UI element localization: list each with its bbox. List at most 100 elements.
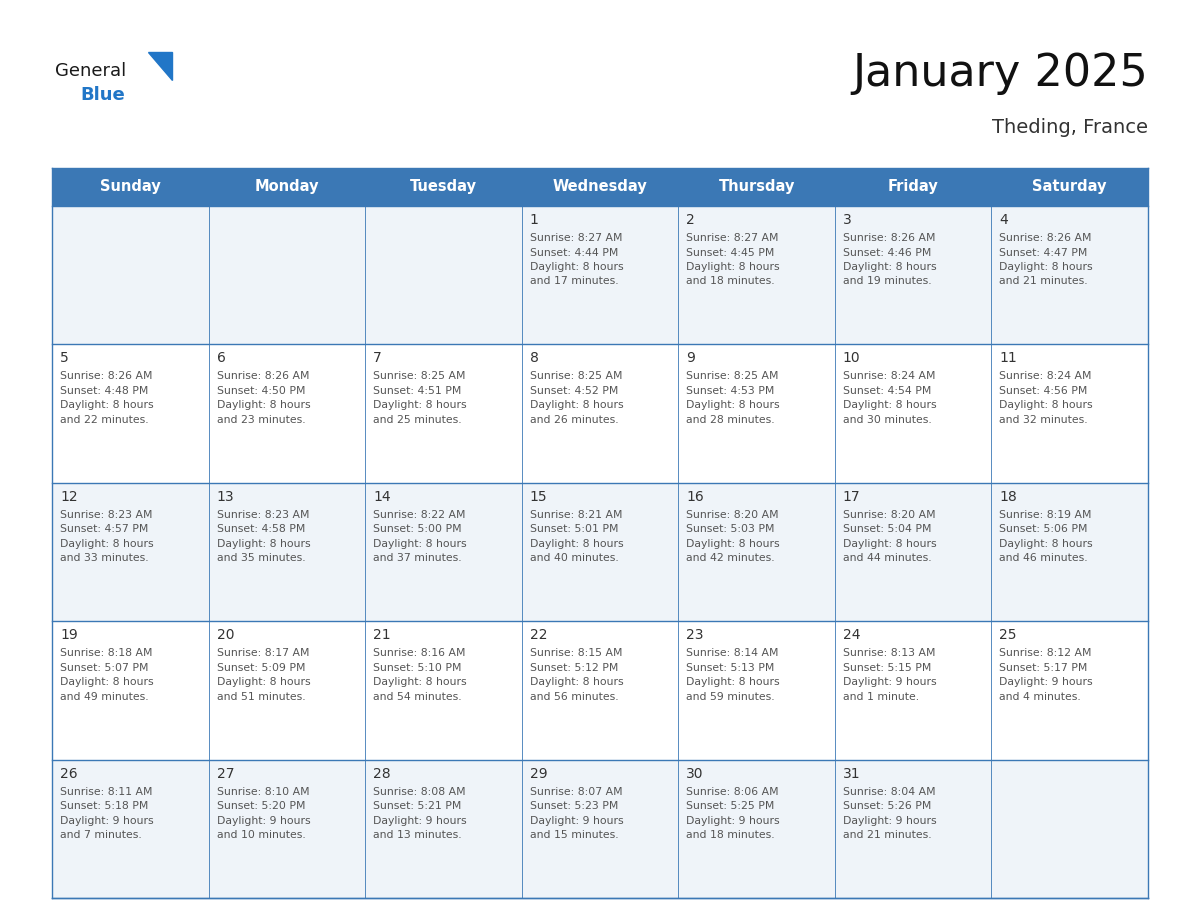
Text: and 10 minutes.: and 10 minutes.: [216, 830, 305, 840]
Text: Daylight: 8 hours: Daylight: 8 hours: [61, 539, 153, 549]
FancyBboxPatch shape: [522, 344, 678, 483]
FancyBboxPatch shape: [992, 206, 1148, 344]
Text: Sunset: 5:23 PM: Sunset: 5:23 PM: [530, 801, 618, 812]
Text: Sunset: 5:25 PM: Sunset: 5:25 PM: [687, 801, 775, 812]
Text: 6: 6: [216, 352, 226, 365]
Text: Sunrise: 8:27 AM: Sunrise: 8:27 AM: [687, 233, 779, 243]
Text: General: General: [55, 62, 126, 80]
Text: Sunrise: 8:25 AM: Sunrise: 8:25 AM: [373, 372, 466, 381]
Text: Sunset: 5:18 PM: Sunset: 5:18 PM: [61, 801, 148, 812]
FancyBboxPatch shape: [992, 483, 1148, 621]
Text: Saturday: Saturday: [1032, 180, 1107, 195]
Text: 29: 29: [530, 767, 548, 780]
Text: and 19 minutes.: and 19 minutes.: [842, 276, 931, 286]
Text: and 44 minutes.: and 44 minutes.: [842, 554, 931, 564]
FancyBboxPatch shape: [522, 483, 678, 621]
Text: Sunrise: 8:25 AM: Sunrise: 8:25 AM: [530, 372, 623, 381]
Text: and 33 minutes.: and 33 minutes.: [61, 554, 148, 564]
Text: Daylight: 8 hours: Daylight: 8 hours: [373, 400, 467, 410]
Text: Sunrise: 8:07 AM: Sunrise: 8:07 AM: [530, 787, 623, 797]
Text: Sunset: 5:01 PM: Sunset: 5:01 PM: [530, 524, 618, 534]
FancyBboxPatch shape: [992, 759, 1148, 898]
Text: Blue: Blue: [80, 86, 125, 104]
Text: Daylight: 8 hours: Daylight: 8 hours: [842, 262, 936, 272]
Text: Sunrise: 8:21 AM: Sunrise: 8:21 AM: [530, 509, 623, 520]
FancyBboxPatch shape: [209, 344, 365, 483]
FancyBboxPatch shape: [678, 206, 835, 344]
Text: Sunrise: 8:27 AM: Sunrise: 8:27 AM: [530, 233, 623, 243]
Text: Sunset: 4:47 PM: Sunset: 4:47 PM: [999, 248, 1088, 258]
Text: and 7 minutes.: and 7 minutes.: [61, 830, 141, 840]
Text: Daylight: 9 hours: Daylight: 9 hours: [61, 815, 153, 825]
Text: and 49 minutes.: and 49 minutes.: [61, 691, 148, 701]
FancyBboxPatch shape: [678, 759, 835, 898]
Text: Sunrise: 8:23 AM: Sunrise: 8:23 AM: [216, 509, 309, 520]
Text: Sunrise: 8:26 AM: Sunrise: 8:26 AM: [842, 233, 935, 243]
Text: and 28 minutes.: and 28 minutes.: [687, 415, 775, 425]
Text: 30: 30: [687, 767, 703, 780]
FancyBboxPatch shape: [52, 206, 209, 344]
Text: Sunrise: 8:26 AM: Sunrise: 8:26 AM: [999, 233, 1092, 243]
Text: Sunset: 5:12 PM: Sunset: 5:12 PM: [530, 663, 618, 673]
Text: and 26 minutes.: and 26 minutes.: [530, 415, 618, 425]
Text: 2: 2: [687, 213, 695, 227]
Text: Tuesday: Tuesday: [410, 180, 476, 195]
Text: Daylight: 9 hours: Daylight: 9 hours: [842, 677, 936, 688]
Text: Sunrise: 8:19 AM: Sunrise: 8:19 AM: [999, 509, 1092, 520]
Text: Daylight: 8 hours: Daylight: 8 hours: [999, 539, 1093, 549]
FancyBboxPatch shape: [522, 759, 678, 898]
Text: Sunrise: 8:15 AM: Sunrise: 8:15 AM: [530, 648, 623, 658]
Text: Daylight: 9 hours: Daylight: 9 hours: [530, 815, 624, 825]
Text: 21: 21: [373, 628, 391, 643]
FancyBboxPatch shape: [365, 759, 522, 898]
FancyBboxPatch shape: [522, 206, 678, 344]
Text: 22: 22: [530, 628, 548, 643]
Text: Daylight: 9 hours: Daylight: 9 hours: [999, 677, 1093, 688]
Text: 18: 18: [999, 490, 1017, 504]
Text: 5: 5: [61, 352, 69, 365]
Text: and 1 minute.: and 1 minute.: [842, 691, 920, 701]
Text: Daylight: 8 hours: Daylight: 8 hours: [530, 539, 624, 549]
Text: 28: 28: [373, 767, 391, 780]
Text: 13: 13: [216, 490, 234, 504]
Text: 31: 31: [842, 767, 860, 780]
FancyBboxPatch shape: [209, 621, 365, 759]
Text: and 21 minutes.: and 21 minutes.: [999, 276, 1088, 286]
Text: 15: 15: [530, 490, 548, 504]
Text: and 42 minutes.: and 42 minutes.: [687, 554, 775, 564]
FancyBboxPatch shape: [835, 206, 992, 344]
Text: Sunrise: 8:26 AM: Sunrise: 8:26 AM: [61, 372, 152, 381]
FancyBboxPatch shape: [835, 759, 992, 898]
Text: and 18 minutes.: and 18 minutes.: [687, 830, 775, 840]
Text: Sunset: 4:50 PM: Sunset: 4:50 PM: [216, 386, 305, 396]
Text: Sunset: 5:06 PM: Sunset: 5:06 PM: [999, 524, 1088, 534]
Text: Daylight: 9 hours: Daylight: 9 hours: [216, 815, 310, 825]
Text: Sunrise: 8:22 AM: Sunrise: 8:22 AM: [373, 509, 466, 520]
Text: Daylight: 8 hours: Daylight: 8 hours: [216, 677, 310, 688]
Text: Daylight: 8 hours: Daylight: 8 hours: [999, 262, 1093, 272]
Text: Sunrise: 8:26 AM: Sunrise: 8:26 AM: [216, 372, 309, 381]
Text: and 22 minutes.: and 22 minutes.: [61, 415, 148, 425]
Text: and 21 minutes.: and 21 minutes.: [842, 830, 931, 840]
Text: Sunrise: 8:10 AM: Sunrise: 8:10 AM: [216, 787, 309, 797]
Text: 24: 24: [842, 628, 860, 643]
Text: Daylight: 8 hours: Daylight: 8 hours: [216, 400, 310, 410]
Text: 9: 9: [687, 352, 695, 365]
FancyBboxPatch shape: [209, 483, 365, 621]
Text: Daylight: 8 hours: Daylight: 8 hours: [842, 539, 936, 549]
Text: Sunset: 5:26 PM: Sunset: 5:26 PM: [842, 801, 931, 812]
Text: and 30 minutes.: and 30 minutes.: [842, 415, 931, 425]
Text: and 17 minutes.: and 17 minutes.: [530, 276, 618, 286]
FancyBboxPatch shape: [678, 621, 835, 759]
Text: and 13 minutes.: and 13 minutes.: [373, 830, 462, 840]
Text: Sunrise: 8:12 AM: Sunrise: 8:12 AM: [999, 648, 1092, 658]
Text: January 2025: January 2025: [852, 52, 1148, 95]
Text: Daylight: 8 hours: Daylight: 8 hours: [530, 677, 624, 688]
Text: Daylight: 8 hours: Daylight: 8 hours: [216, 539, 310, 549]
Text: 3: 3: [842, 213, 852, 227]
Text: Daylight: 8 hours: Daylight: 8 hours: [61, 400, 153, 410]
Text: Sunset: 5:10 PM: Sunset: 5:10 PM: [373, 663, 462, 673]
Text: 27: 27: [216, 767, 234, 780]
Text: Daylight: 8 hours: Daylight: 8 hours: [842, 400, 936, 410]
Text: Sunset: 4:57 PM: Sunset: 4:57 PM: [61, 524, 148, 534]
